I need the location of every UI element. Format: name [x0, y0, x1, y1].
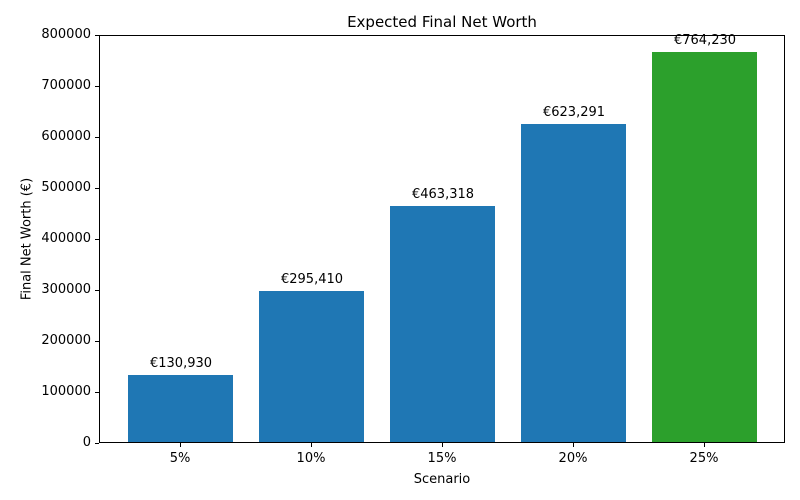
y-tick-label: 100000	[41, 384, 91, 399]
y-tick-mark	[95, 443, 99, 444]
x-tick-mark	[704, 443, 705, 447]
y-tick-mark	[95, 290, 99, 291]
bar-value-label-20%: €623,291	[542, 105, 606, 120]
x-axis-label: Scenario	[413, 472, 471, 487]
y-tick-mark	[95, 188, 99, 189]
x-tick-mark	[573, 443, 574, 447]
bar-value-label-15%: €463,318	[411, 187, 475, 202]
y-tick-mark	[95, 86, 99, 87]
bar-value-label-10%: €295,410	[280, 272, 344, 287]
y-tick-label: 500000	[41, 180, 91, 195]
y-tick-label: 200000	[41, 333, 91, 348]
plot-area: €130,930 €295,410 €463,318 €623,291 €764,230	[99, 33, 785, 443]
x-tick-label: 15%	[427, 451, 457, 466]
y-axis-label: Final Net Worth (€)	[19, 177, 35, 301]
bar-15%	[390, 206, 495, 442]
y-tick-label: 300000	[41, 282, 91, 297]
x-tick-label: 25%	[689, 451, 719, 466]
chart-title: Expected Final Net Worth	[347, 13, 537, 31]
x-tick-label: 10%	[296, 451, 326, 466]
y-tick-label: 600000	[41, 129, 91, 144]
bar-20%	[521, 124, 626, 442]
x-tick-label: 20%	[558, 451, 588, 466]
y-tick-mark	[95, 239, 99, 240]
y-tick-mark	[95, 35, 99, 36]
x-tick-mark	[180, 443, 181, 447]
bar-5%	[128, 375, 233, 442]
bar-10%	[259, 291, 364, 442]
y-tick-label: 400000	[41, 231, 91, 246]
y-tick-mark	[95, 341, 99, 342]
y-tick-label: 0	[82, 435, 91, 450]
x-tick-label: 5%	[169, 451, 191, 466]
bar-value-label-5%: €130,930	[149, 356, 213, 371]
x-tick-mark	[311, 443, 312, 447]
x-tick-mark	[442, 443, 443, 447]
y-tick-label: 700000	[41, 78, 91, 93]
y-tick-mark	[95, 137, 99, 138]
bar-value-label-25%: €764,230	[673, 33, 737, 48]
bar-25%	[652, 52, 757, 442]
y-tick-label: 800000	[41, 27, 91, 42]
y-tick-mark	[95, 392, 99, 393]
